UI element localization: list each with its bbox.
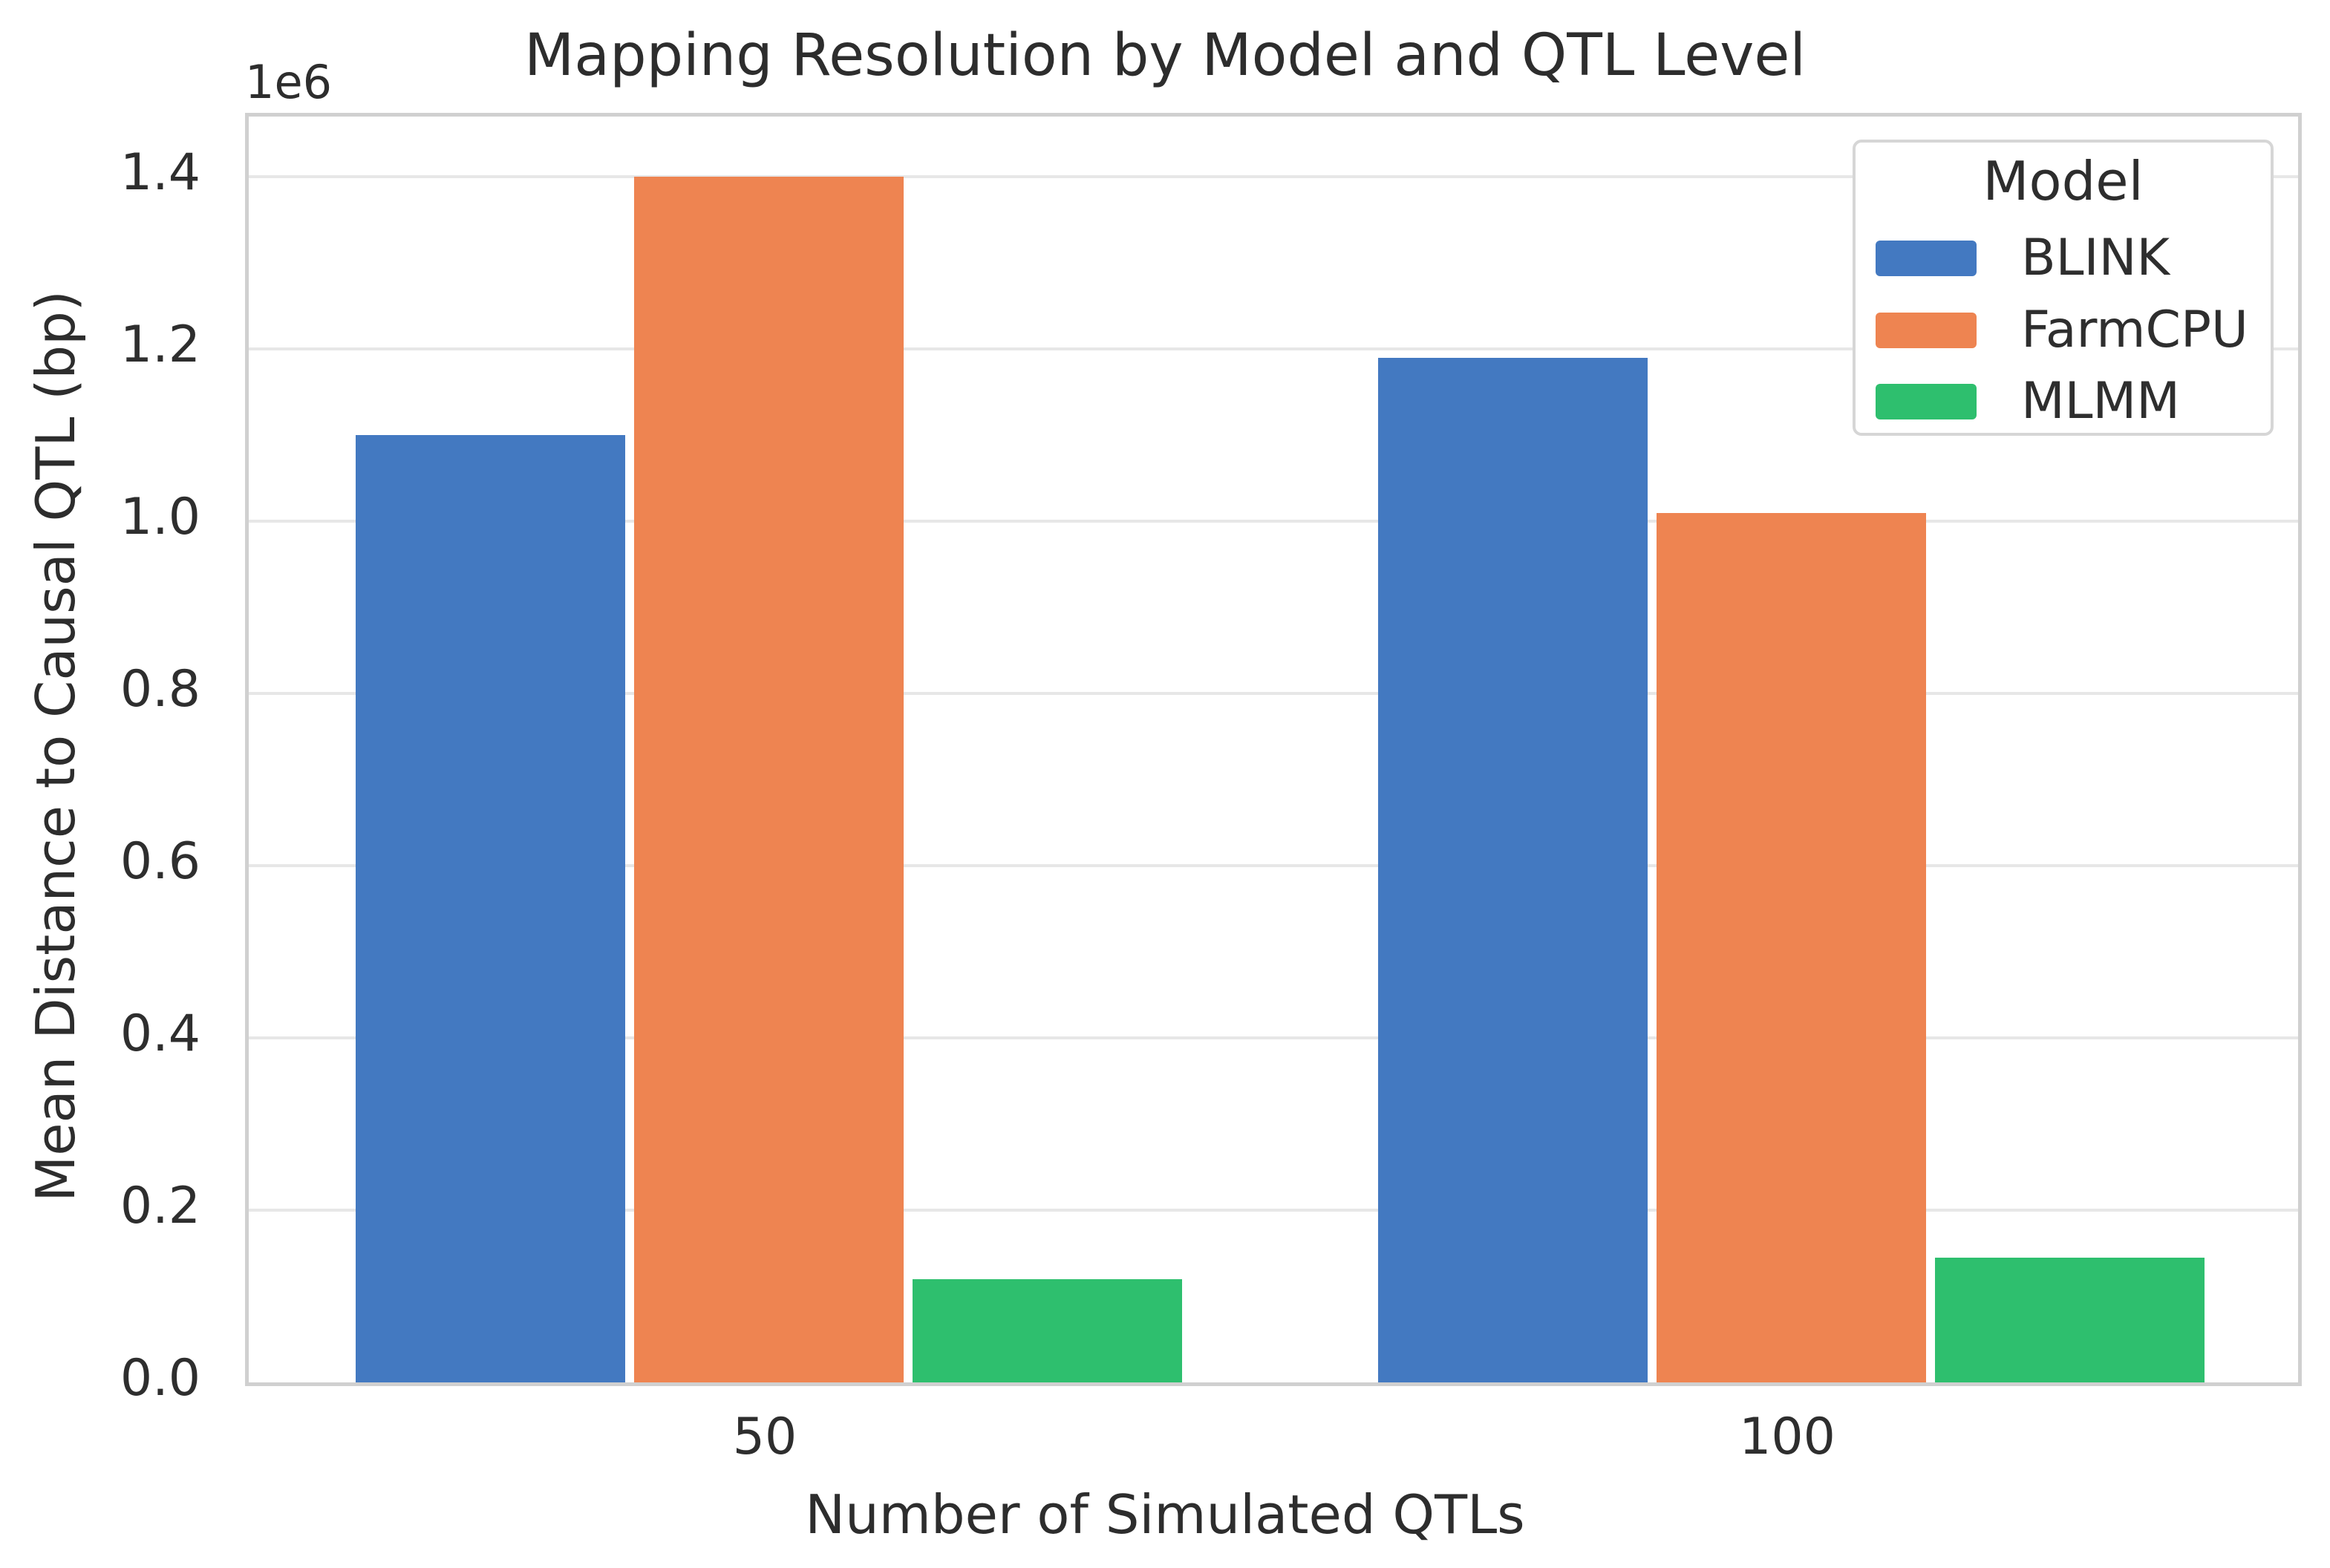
chart-title: Mapping Resolution by Model and QTL Leve…	[523, 22, 1807, 89]
gridline-y-0.8	[249, 692, 2298, 696]
legend-title: Model	[1983, 150, 2144, 212]
ytick-label-1.4: 1.4	[120, 143, 200, 203]
gridline-y-1.2	[249, 347, 2298, 351]
legend-swatch-blink	[1876, 241, 1977, 276]
legend: Model BLINK FarmCPU MLMM	[1853, 140, 2274, 436]
bar-farmcpu-100	[1656, 513, 1926, 1382]
legend-entry-mlmm: MLMM	[1876, 376, 2180, 427]
legend-label-farmcpu: FarmCPU	[2021, 301, 2248, 359]
legend-entry-farmcpu: FarmCPU	[1876, 305, 2248, 356]
ytick-label-0.8: 0.8	[120, 660, 200, 719]
gridline-y-0.6	[249, 864, 2298, 868]
gridline-y-0.2	[249, 1209, 2298, 1212]
gridline-y-0.4	[249, 1036, 2298, 1040]
x-axis-label: Number of Simulated QTLs	[805, 1483, 1525, 1546]
xtick-label-100: 100	[1739, 1408, 1835, 1466]
ytick-label-0.4: 0.4	[120, 1004, 200, 1064]
ytick-label-1.2: 1.2	[120, 316, 200, 375]
ytick-label-0.0: 0.0	[120, 1349, 200, 1408]
ytick-label-1.0: 1.0	[120, 488, 200, 547]
legend-label-mlmm: MLMM	[2021, 372, 2180, 431]
gridline-y-1.0	[249, 520, 2298, 523]
bar-blink-50	[355, 435, 625, 1382]
bar-mlmm-50	[912, 1279, 1182, 1382]
legend-swatch-mlmm	[1876, 384, 1977, 419]
legend-label-blink: BLINK	[2021, 229, 2170, 287]
xtick-label-50: 50	[732, 1408, 797, 1466]
y-axis-label: Mean Distance to Causal QTL (bp)	[25, 290, 87, 1202]
legend-swatch-farmcpu	[1876, 313, 1977, 348]
gridline-y-1.4	[249, 175, 2298, 179]
legend-entry-blink: BLINK	[1876, 233, 2170, 284]
y-axis-offset-label: 1e6	[245, 55, 333, 109]
bar-blink-100	[1377, 358, 1648, 1382]
ytick-label-0.2: 0.2	[120, 1177, 200, 1236]
bar-farmcpu-50	[633, 177, 904, 1382]
ytick-label-0.6: 0.6	[120, 832, 200, 892]
bar-mlmm-100	[1934, 1258, 2205, 1382]
